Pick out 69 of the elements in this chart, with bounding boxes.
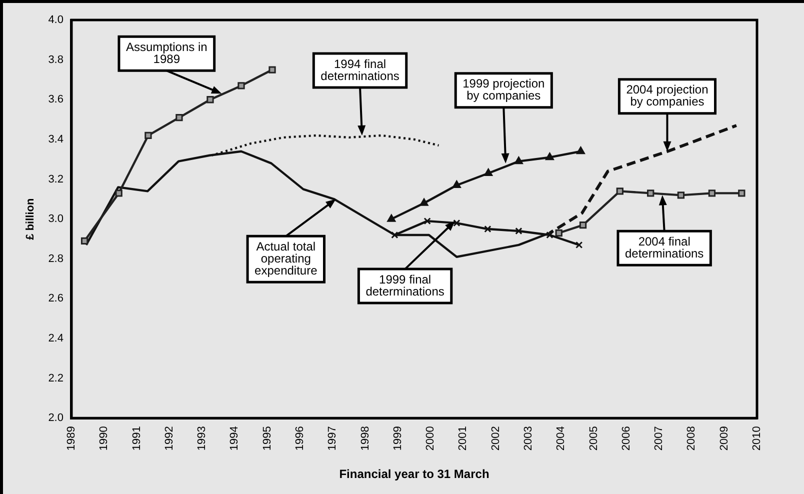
y-tick-label: 2.8 (48, 252, 64, 265)
x-tick-label: 2000 (424, 426, 437, 451)
y-tick-label: 2.6 (48, 292, 64, 305)
x-tick-label: 1997 (326, 426, 339, 451)
point (484, 168, 493, 176)
point (576, 241, 583, 249)
x-tick-label: 2007 (653, 426, 666, 451)
y-tick-label: 4.0 (48, 14, 64, 26)
x-tick-label: 1989 (66, 426, 78, 451)
y-tick-label: 3.8 (48, 54, 64, 66)
x-tick-label: 2003 (522, 426, 535, 451)
y-tick-label: 3.6 (48, 94, 64, 106)
y-tick-label: 2.0 (48, 412, 64, 424)
point (391, 231, 398, 239)
point (144, 132, 152, 140)
point (424, 217, 431, 225)
y-tick-label: 3.2 (48, 173, 64, 186)
annotation: Actual total operating expenditure (254, 239, 318, 278)
x-tick-label: 2005 (588, 426, 600, 451)
point (238, 82, 245, 90)
x-tick-label: 1998 (359, 426, 372, 451)
y-tick-label: 2.4 (48, 332, 64, 345)
point (515, 227, 522, 235)
point (268, 66, 276, 74)
point (387, 214, 396, 222)
x-tick-label: 2004 (555, 426, 568, 451)
x-tick-label: 2002 (490, 426, 502, 451)
point (115, 190, 122, 197)
annotation: 2004 final determinations (624, 234, 704, 260)
point (555, 229, 562, 237)
y-tick-label: 3.0 (48, 213, 64, 226)
point (452, 180, 461, 188)
point (616, 188, 624, 195)
x-tick-label: 1994 (228, 426, 241, 451)
x-tick-label: 1993 (196, 426, 208, 451)
point (738, 190, 746, 197)
x-tick-label: 1995 (261, 426, 274, 451)
annotation: Assumptions in 1989 (126, 40, 208, 66)
point (206, 96, 214, 104)
x-tick-label: 2001 (457, 426, 470, 451)
point (677, 192, 685, 199)
x-tick-label: 1999 (392, 426, 404, 451)
x-tick-label: 1990 (98, 426, 110, 451)
point (514, 156, 523, 164)
point (484, 225, 492, 233)
x-axis-title: Financial year to 31 March (339, 467, 490, 482)
y-tick-label: 2.2 (48, 372, 64, 384)
annotation: 1999 final determinations (366, 272, 444, 298)
point (453, 219, 460, 227)
point (647, 190, 654, 197)
point (80, 237, 88, 245)
point (420, 198, 428, 206)
x-tick-label: 1991 (130, 426, 143, 451)
y-tick-label: 3.4 (48, 133, 64, 146)
x-tick-label: 2006 (620, 426, 632, 451)
x-tick-label: 2010 (751, 426, 764, 451)
point (176, 114, 183, 122)
x-tick-label: 1992 (163, 426, 176, 451)
annotation: 1994 final determinations (320, 56, 400, 83)
y-axis-title: £ billion (24, 198, 37, 240)
annotation: 2004 projection by companies (626, 82, 708, 109)
point (708, 190, 716, 197)
x-tick-label: 2009 (718, 426, 730, 451)
point (579, 221, 587, 229)
x-tick-label: 2008 (686, 426, 698, 451)
x-tick-label: 1996 (294, 426, 306, 451)
point (546, 152, 554, 160)
point (576, 146, 585, 154)
annotation: 1999 projection by companies (462, 76, 545, 103)
